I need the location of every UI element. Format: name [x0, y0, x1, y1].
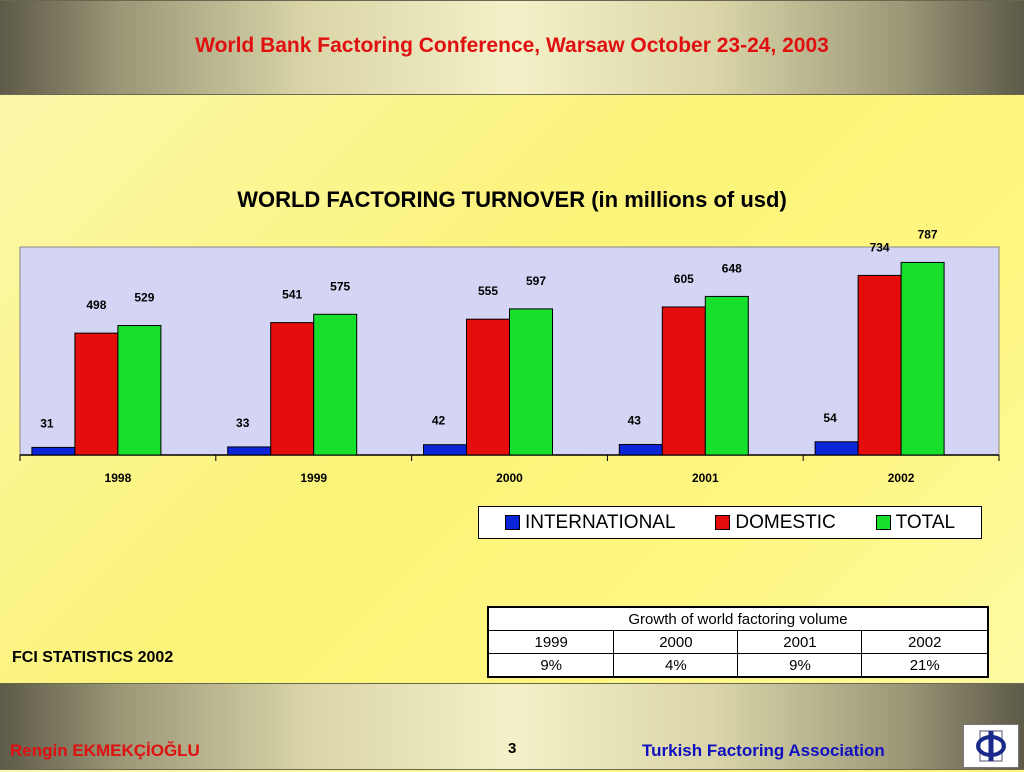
x-tick-label: 2002 [888, 471, 915, 485]
bar-total [509, 308, 553, 456]
x-tick-label: 1998 [105, 471, 132, 485]
page-number: 3 [508, 740, 517, 757]
data-label: 597 [526, 274, 546, 288]
growth-table-year-row: 1999 2000 2001 2002 [487, 630, 989, 654]
data-label: 555 [478, 284, 498, 298]
bar-international [814, 441, 859, 456]
bar-total [117, 325, 162, 456]
data-label: 734 [870, 240, 890, 254]
bar-total [704, 295, 749, 456]
bar-domestic [466, 318, 510, 456]
data-label: 575 [330, 279, 350, 293]
header-band [0, 0, 1024, 95]
legend-swatch-international [504, 515, 520, 530]
data-label: 529 [134, 291, 154, 305]
source-label: FCI STATISTICS 2002 [12, 649, 174, 666]
growth-year-cell: 2000 [613, 630, 739, 654]
data-label: 498 [86, 298, 106, 312]
bar-domestic [74, 332, 119, 456]
data-label: 605 [674, 272, 694, 286]
growth-year-cell: 2002 [861, 630, 989, 654]
data-label: 33 [236, 416, 250, 430]
data-label: 31 [40, 416, 54, 430]
bar-total [900, 261, 945, 456]
chart-legend: INTERNATIONAL DOMESTIC TOTAL [478, 506, 982, 539]
legend-item-international: INTERNATIONAL [504, 511, 676, 534]
bar-domestic [857, 274, 902, 456]
legend-swatch-total [875, 515, 891, 530]
bar-international [618, 443, 663, 456]
bar-international [31, 446, 76, 456]
growth-value-cell: 9% [737, 653, 863, 678]
bar-domestic [270, 322, 315, 456]
growth-year-cell: 1999 [487, 630, 615, 654]
slide-header-title: World Bank Factoring Conference, Warsaw … [195, 34, 829, 57]
growth-table: Growth of world factoring volume 1999 20… [487, 606, 989, 678]
bar-total [313, 313, 358, 456]
legend-item-domestic: DOMESTIC [715, 511, 836, 534]
x-tick-label: 2001 [692, 471, 719, 485]
growth-value-cell: 4% [613, 653, 739, 678]
bar-international [227, 446, 272, 456]
chart-title: WORLD FACTORING TURNOVER (in millions of… [237, 187, 787, 212]
legend-label-total: TOTAL [895, 511, 956, 533]
x-tick-label: 1999 [300, 471, 327, 485]
growth-year-cell: 2001 [737, 630, 863, 654]
author-name: Rengin EKMEKÇİOĞLU [10, 741, 200, 760]
growth-table-value-row: 9% 4% 9% 21% [487, 653, 989, 678]
association-logo [963, 724, 1019, 768]
legend-label-international: INTERNATIONAL [524, 511, 676, 533]
x-tick-label: 2000 [496, 471, 523, 485]
bar-international [423, 444, 467, 456]
growth-value-cell: 21% [861, 653, 989, 678]
data-label: 43 [628, 413, 642, 427]
data-label: 787 [918, 227, 938, 241]
growth-table-title: Growth of world factoring volume [487, 606, 989, 631]
association-name: Turkish Factoring Association [642, 741, 885, 760]
data-label: 648 [722, 261, 742, 275]
legend-item-total: TOTAL [875, 511, 956, 534]
data-label: 42 [432, 414, 446, 428]
data-label: 541 [282, 288, 302, 302]
bar-domestic [661, 306, 706, 456]
data-label: 54 [823, 411, 837, 425]
legend-label-domestic: DOMESTIC [735, 511, 836, 533]
phi-logo-icon [976, 730, 1006, 762]
growth-table-title-row: Growth of world factoring volume [487, 606, 989, 631]
legend-swatch-domestic [715, 515, 731, 530]
growth-value-cell: 9% [487, 653, 615, 678]
